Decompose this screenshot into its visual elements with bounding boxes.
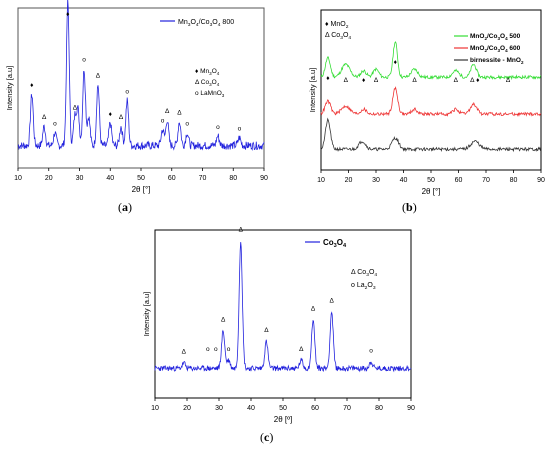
peak-marker: Δ (182, 349, 187, 356)
x-tick-label: 20 (183, 405, 191, 412)
y-axis-label: Intensity [a.u] (5, 66, 14, 111)
series-line (154, 242, 412, 373)
peak-marker: o (369, 347, 373, 354)
x-tick-label: 60 (168, 175, 176, 182)
panel-a: 10 20 30 40 50 60 70 80 90 2θ [°] Intensity [a.u] ♦… (0, 0, 270, 215)
peak-marker: ♦ (362, 77, 366, 84)
x-tick-label: 90 (537, 177, 545, 184)
peak-marker: Δ (329, 298, 334, 305)
y-axis-label: Intensity [a.u] (142, 292, 151, 337)
peak-marker: o (125, 89, 129, 96)
x-tick-label: 70 (343, 405, 351, 412)
peak-marker: Δ (299, 346, 304, 353)
peak-marker: ♦ (30, 82, 34, 89)
peak-marker: Δ (165, 108, 170, 115)
peak-marker: Δ (239, 226, 244, 233)
x-tick-label: 60 (311, 405, 319, 412)
x-tick-label: 40 (400, 177, 408, 184)
caption-b: (b) (402, 200, 417, 214)
x-tick-label: 60 (455, 177, 463, 184)
plot-frame (154, 229, 412, 399)
chart-b: 10 20 30 40 50 60 70 80 90 2θ [°] Intensity [a.u] ♦… (308, 9, 545, 196)
peak-marker: o (82, 57, 86, 64)
marker-legend-item: o La2O3 (351, 282, 376, 291)
legend-label: birnessite - MnO2 (470, 57, 524, 65)
peak-marker: Δ (119, 114, 124, 121)
x-tick-label: 30 (372, 177, 380, 184)
x-tick-label: 80 (375, 405, 383, 412)
x-tick-label: 40 (106, 175, 114, 182)
peak-marker: ♦ (394, 59, 398, 66)
x-tick-label: 50 (137, 175, 145, 182)
x-tick-label: 30 (76, 175, 84, 182)
series-line (17, 0, 265, 151)
marker-legend-item: o LaMnO3 (195, 90, 225, 98)
x-tick-label: 20 (345, 177, 353, 184)
x-tick-label: 10 (317, 177, 325, 184)
marker-legend-item: ♦ MnO2 (325, 21, 349, 30)
legend-label: Mn3O4/Co3O4 800 (178, 19, 234, 28)
panel-b: 10 20 30 40 50 60 70 80 90 2θ [°] Intensity [a.u] ♦… (278, 0, 550, 215)
peak-marker: Δ (344, 77, 349, 84)
x-axis-label: 2θ [º] (274, 415, 293, 424)
peak-marker: o (216, 124, 220, 131)
peak-marker: Δ (470, 77, 475, 84)
peak-marker: Δ (412, 77, 417, 84)
panel-c: 10 20 30 40 50 60 70 80 90 2θ [º] Intensity [a.u] Δ… (140, 222, 415, 451)
x-tick-label: 80 (510, 177, 518, 184)
x-tick-label: 10 (14, 175, 22, 182)
peak-marker: Δ (221, 316, 226, 323)
peak-marker: ♦ (476, 77, 480, 84)
x-axis-label: 2θ [°] (132, 185, 151, 194)
x-tick-label: 20 (45, 175, 53, 182)
series-line (320, 41, 542, 81)
legend-label: MnO2/Co3O4 600 (470, 45, 521, 53)
marker-legend-item: Δ Co3O4 (325, 32, 351, 41)
peak-marker: o (161, 117, 165, 124)
x-tick-label: 70 (482, 177, 490, 184)
peak-marker: o (214, 346, 218, 353)
caption-c: (c) (260, 430, 274, 444)
series-line (320, 117, 542, 153)
peak-marker: Δ (264, 327, 269, 334)
marker-legend-item: Δ Co3O4 (195, 79, 220, 87)
peak-marker: Δ (454, 77, 459, 84)
x-tick-label: 70 (199, 175, 207, 182)
x-tick-label: 50 (279, 405, 287, 412)
caption-a: (a) (118, 200, 132, 214)
series-line (320, 86, 542, 117)
peak-marker: o (206, 346, 210, 353)
x-tick-label: 30 (215, 405, 223, 412)
peak-marker: Δ (96, 73, 101, 80)
peak-marker: Δ (42, 114, 47, 121)
y-axis-label: Intensity [a.u] (308, 68, 317, 113)
legend-label: Co3O4 (323, 238, 347, 249)
peak-marker: ♦ (109, 111, 113, 118)
legend-label: MnO2/Co3O4 500 (470, 33, 521, 41)
x-tick-label: 50 (427, 177, 435, 184)
peak-marker: o (238, 125, 242, 132)
x-tick-label: 40 (247, 405, 255, 412)
peak-marker: ♦ (326, 75, 330, 82)
x-tick-label: 90 (260, 175, 268, 182)
x-axis-label: 2θ [°] (422, 187, 441, 196)
chart-a: 10 20 30 40 50 60 70 80 90 2θ [°] Intensity [a.u] ♦… (5, 0, 268, 194)
peak-marker: o (227, 346, 231, 353)
peak-marker: Δ (374, 77, 379, 84)
peak-marker: o (53, 121, 57, 128)
peak-marker: Δ (73, 105, 78, 112)
x-tick-label: 80 (229, 175, 237, 182)
peak-marker: Δ (506, 77, 511, 84)
peak-marker: Δ (311, 306, 316, 313)
peak-marker: o (185, 121, 189, 128)
marker-legend-item: ♦ Mn3O4 (195, 68, 220, 76)
marker-legend-item: Δ Co3O4 (351, 269, 377, 278)
peak-marker: Δ (177, 109, 182, 116)
x-tick-label: 10 (151, 405, 159, 412)
peak-marker: ♦ (66, 11, 70, 18)
chart-c: 10 20 30 40 50 60 70 80 90 2θ [º] Intensity [a.u] Δ… (142, 226, 415, 424)
x-tick-label: 90 (407, 405, 415, 412)
